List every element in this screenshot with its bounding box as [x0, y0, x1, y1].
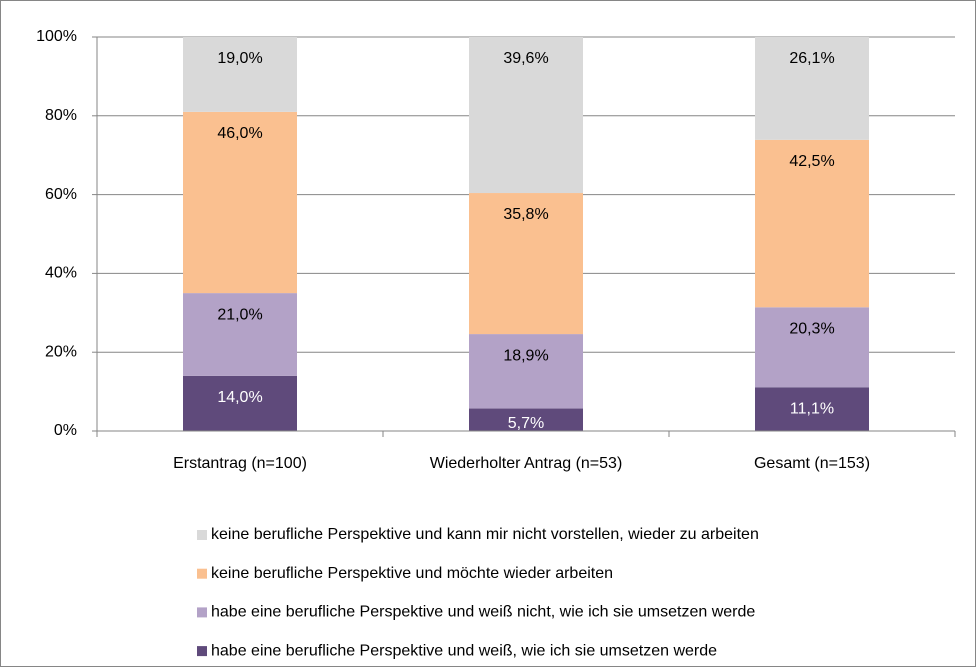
legend-label: keine berufliche Perspektive und kann mi… — [211, 526, 759, 543]
value-label: 21,0% — [217, 306, 262, 323]
y-tick-label: 40% — [45, 265, 77, 282]
value-label: 20,3% — [789, 321, 834, 338]
value-label: 46,0% — [217, 125, 262, 142]
bar-segment — [183, 293, 297, 376]
y-tick-label: 80% — [45, 107, 77, 124]
value-label: 35,8% — [503, 206, 548, 223]
value-label: 18,9% — [503, 347, 548, 364]
y-tick-label: 100% — [36, 28, 77, 45]
bar-segment — [755, 139, 869, 308]
value-label: 42,5% — [789, 153, 834, 170]
bar-segment — [755, 387, 869, 431]
bar-segment — [469, 334, 583, 409]
y-tick-label: 0% — [54, 422, 77, 439]
bar-segment — [755, 37, 869, 140]
bar-segment — [183, 111, 297, 294]
bar-segment — [183, 37, 297, 112]
legend-swatch — [197, 530, 207, 540]
legend-swatch — [197, 568, 207, 579]
legend-label: habe eine berufliche Perspektive und wei… — [211, 604, 755, 621]
y-tick-label: 20% — [45, 343, 77, 360]
legend-label: keine berufliche Perspektive und möchte … — [211, 565, 613, 582]
bar-segment — [469, 408, 583, 431]
value-label: 5,7% — [508, 415, 544, 432]
value-label: 19,0% — [217, 50, 262, 67]
value-label: 26,1% — [789, 50, 834, 67]
x-tick-label: Wiederholter Antrag (n=53) — [430, 455, 623, 472]
x-tick-label: Erstantrag (n=100) — [173, 455, 307, 472]
value-label: 11,1% — [790, 400, 834, 417]
y-tick-label: 60% — [45, 186, 77, 203]
value-label: 39,6% — [503, 50, 548, 67]
bar-segment — [469, 193, 583, 335]
x-tick-label: Gesamt (n=153) — [754, 455, 870, 472]
bar-segment — [183, 375, 297, 431]
bar-segment — [469, 37, 583, 194]
legend-label: habe eine berufliche Perspektive und wei… — [211, 642, 717, 659]
legend-swatch — [197, 646, 207, 657]
legend-swatch — [197, 607, 207, 618]
value-label: 14,0% — [217, 389, 262, 406]
bar-segment — [755, 307, 869, 388]
